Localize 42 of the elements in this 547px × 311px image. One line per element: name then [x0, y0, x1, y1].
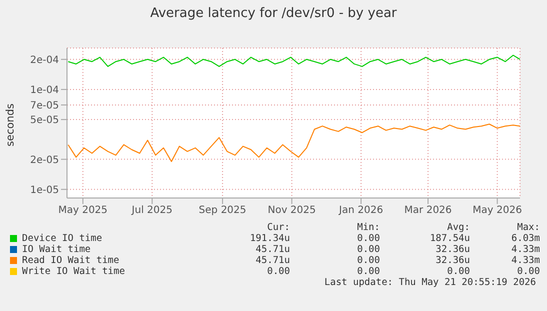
text: 0.00: [356, 255, 380, 266]
y-tick-label: 2e-04: [30, 54, 59, 66]
x-tick-label: May 2025: [58, 205, 108, 216]
text: Min:: [356, 222, 380, 233]
x-tick-label: Jan 2026: [338, 205, 384, 216]
y-tick-label: 7e-05: [30, 100, 59, 112]
text: 0.00: [266, 266, 290, 277]
text: 0.00: [356, 244, 380, 255]
legend-label: Write IO Wait time: [21, 266, 126, 277]
line-series: [68, 54, 520, 67]
line-series: [68, 124, 520, 162]
text: Last update: Thu May 21 20:55:19 2026: [323, 277, 537, 288]
text: 0.00: [356, 233, 380, 244]
text: 4.33m: [510, 255, 540, 266]
text: 187.54u: [428, 233, 470, 244]
x-tick-label: Mar 2026: [404, 205, 452, 216]
legend-label: Read IO Wait time: [21, 255, 120, 266]
x-tick-label: Jul 2025: [130, 205, 172, 216]
x-tick-label: May 2026: [472, 205, 522, 216]
legend-label: IO Wait time: [21, 244, 92, 255]
text: 0.00: [356, 266, 380, 277]
y-tick-label: 1e-05: [30, 184, 59, 196]
y-tick-label: 1e-04: [30, 85, 59, 96]
y-axis-title: seconds: [4, 104, 16, 146]
y-tick-label: 5e-05: [30, 115, 59, 126]
text: 4.33m: [510, 244, 540, 255]
text: 32.36u: [434, 244, 470, 255]
text: 45.71u: [254, 244, 290, 255]
text: 0.00: [446, 266, 470, 277]
y-tick-label: 2e-05: [30, 154, 59, 166]
text: 6.03m: [510, 233, 540, 244]
text: 191.34u: [248, 233, 290, 244]
chart-title: Average latency for /dev/sr0 - by year: [149, 6, 398, 21]
text: Max:: [516, 222, 540, 233]
text: 32.36u: [434, 255, 470, 266]
x-tick-label: Nov 2025: [268, 205, 316, 216]
x-tick-label: Sep 2025: [198, 205, 246, 216]
legend-label: Device IO time: [21, 233, 104, 244]
text: 0.00: [516, 266, 540, 277]
text: 45.71u: [254, 255, 290, 266]
text: Avg:: [446, 222, 470, 233]
text: Cur:: [266, 222, 290, 233]
